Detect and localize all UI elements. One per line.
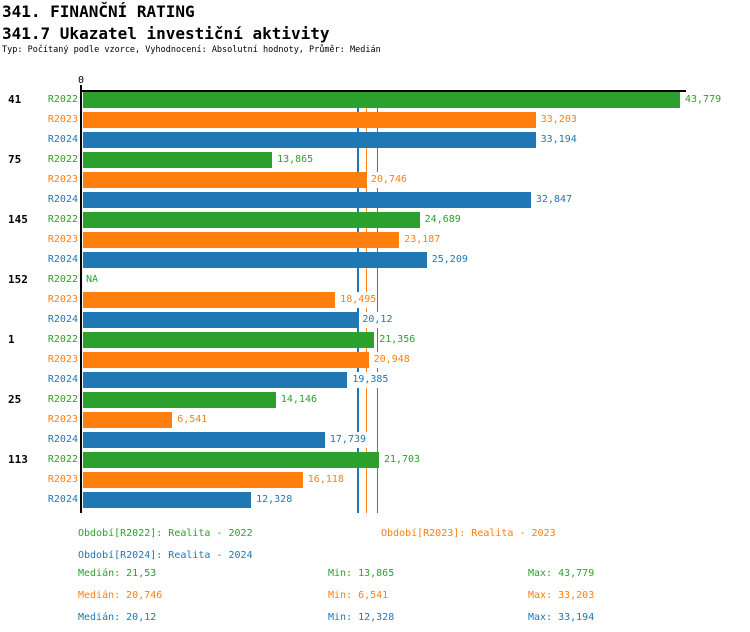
series-label-75-R2024: R2024 [47,194,78,205]
series-label-113-R2022: R2022 [47,454,78,465]
indicator-meta: Typ: Počítaný podle vzorce, Vyhodnocení:… [2,45,381,55]
series-label-41-R2024: R2024 [47,134,78,145]
value-label-152-R2024: 20,12 [361,312,394,328]
report-title: 341. FINANČNÍ RATING [2,2,195,21]
series-label-152-R2022: R2022 [47,274,78,285]
value-label-1-R2024: 19,385 [351,372,390,388]
bar-41-R2024 [83,132,536,148]
median-line-R2022 [376,90,379,513]
value-label-145-R2023: 23,187 [403,232,442,248]
min-stat-R2023: Min: 6,541 [328,590,389,601]
bar-1-R2023 [83,352,369,368]
value-label-41-R2024: 33,194 [539,132,578,148]
series-label-113-R2023: R2023 [47,474,78,485]
series-label-1-R2023: R2023 [47,354,78,365]
value-label-113-R2022: 21,703 [382,452,422,468]
group-label-75: 75 [8,153,22,166]
bar-25-R2023 [83,412,173,428]
median-stat-R2024: Medián: 20,12 [78,612,157,623]
value-label-1-R2023: 20,948 [372,352,411,368]
min-stat-R2022: Min: 13,865 [328,568,395,579]
axis-zero-label: 0 [77,75,85,86]
bar-113-R2023 [83,472,303,488]
min-stat-R2024: Min: 12,328 [328,612,395,623]
median-stat-R2022: Medián: 21,53 [78,568,157,579]
value-label-25-R2022: 14,146 [279,392,319,408]
bar-75-R2022 [83,152,273,168]
series-label-25-R2023: R2023 [47,414,78,425]
group-label-113: 113 [8,453,28,466]
series-label-75-R2022: R2022 [47,154,78,165]
series-label-75-R2023: R2023 [47,174,78,185]
bar-145-R2022 [83,212,420,228]
value-label-75-R2023: 20,746 [369,172,409,188]
max-stat-R2023: Max: 33,203 [528,590,595,601]
value-label-152-R2023: 18,495 [339,292,378,308]
bar-113-R2022 [83,452,379,468]
legend-period-R2023: Období[R2023]: Realita - 2023 [381,528,556,539]
bar-152-R2024 [83,312,358,328]
value-label-25-R2023: 6,541 [176,412,209,428]
series-label-152-R2024: R2024 [47,314,78,325]
series-label-41-R2023: R2023 [47,114,78,125]
series-label-145-R2024: R2024 [47,254,78,265]
bar-75-R2024 [83,192,531,208]
value-label-145-R2022: 24,689 [423,212,462,228]
value-label-152-R2022: NA [86,274,99,285]
bar-25-R2024 [83,432,325,448]
max-stat-R2022: Max: 43,779 [528,568,595,579]
bar-1-R2022 [83,332,375,348]
value-label-1-R2022: 21,356 [378,332,417,348]
legend-period-R2022: Období[R2022]: Realita - 2022 [78,528,253,539]
bar-152-R2023 [83,292,336,308]
bar-41-R2022 [83,92,680,108]
group-label-25: 25 [8,393,22,406]
series-label-1-R2024: R2024 [47,374,78,385]
x-axis-top-line [80,90,686,92]
series-label-152-R2023: R2023 [47,294,78,305]
y-axis-line [80,85,82,513]
bar-145-R2023 [83,232,400,248]
group-label-1: 1 [8,333,15,346]
bar-113-R2024 [83,492,252,508]
bar-1-R2024 [83,372,348,388]
bar-41-R2023 [83,112,536,128]
value-label-145-R2024: 25,209 [430,252,469,268]
series-label-41-R2022: R2022 [47,94,78,105]
value-label-41-R2022: 43,779 [683,92,723,108]
bar-25-R2022 [83,392,276,408]
series-label-25-R2022: R2022 [47,394,78,405]
bar-145-R2024 [83,252,427,268]
series-label-1-R2022: R2022 [47,334,78,345]
indicator-title: 341.7 Ukazatel investiční aktivity [2,24,330,43]
series-label-25-R2024: R2024 [47,434,78,445]
group-label-41: 41 [8,93,22,106]
median-stat-R2023: Medián: 20,746 [78,590,163,601]
bar-75-R2023 [83,172,366,188]
value-label-113-R2024: 12,328 [255,492,294,508]
max-stat-R2024: Max: 33,194 [528,612,595,623]
value-label-25-R2024: 17,739 [328,432,368,448]
value-label-41-R2023: 33,203 [539,112,578,128]
series-label-113-R2024: R2024 [47,494,78,505]
legend-period-R2024: Období[R2024]: Realita - 2024 [78,550,253,561]
value-label-75-R2024: 32,847 [534,192,574,208]
group-label-145: 145 [8,213,28,226]
group-label-152: 152 [8,273,28,286]
series-label-145-R2023: R2023 [47,234,78,245]
series-label-145-R2022: R2022 [47,214,78,225]
value-label-75-R2022: 13,865 [276,152,315,168]
value-label-113-R2023: 16,118 [306,472,345,488]
